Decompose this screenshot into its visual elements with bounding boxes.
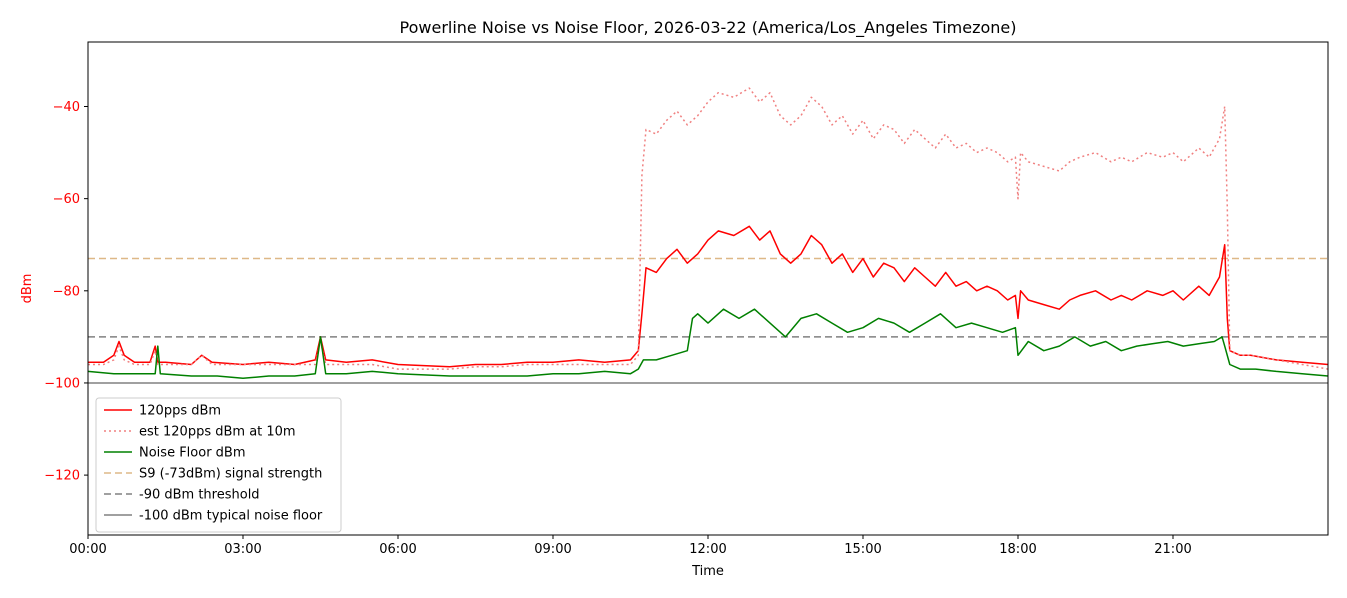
legend: 120pps dBm est 120pps dBm at 10m Noise Flo…	[95, 397, 342, 533]
x-axis: 00:00 03:00 06:00 09:00 12:00 15:00 18:00 21:00	[69, 535, 1192, 557]
x-tick-label: 12:00	[689, 542, 726, 557]
y-axis: −40 −60 −80 −100 −120	[44, 100, 88, 484]
legend-box	[95, 397, 342, 533]
x-tick-label: 15:00	[844, 542, 881, 557]
x-tick-label: 21:00	[1154, 542, 1191, 557]
y-tick-label: −120	[44, 469, 80, 484]
series-pps-line	[88, 225, 1328, 368]
legend-entry-label: -90 dBm threshold	[139, 488, 260, 503]
legend-entry-label: Noise Floor dBm	[139, 446, 246, 461]
legend-entry-label: S9 (-73dBm) signal strength	[139, 467, 322, 482]
x-tick-label: 06:00	[379, 542, 416, 557]
x-tick-label: 09:00	[534, 542, 571, 557]
series-noise-floor-line	[88, 308, 1328, 380]
plot-lines	[88, 87, 1328, 384]
x-tick-label: 18:00	[999, 542, 1036, 557]
y-tick-label: −100	[44, 376, 80, 391]
x-axis-label: Time	[691, 564, 724, 579]
y-tick-label: −60	[53, 192, 80, 207]
series-est-line	[88, 87, 1328, 370]
y-axis-label: dBm	[20, 274, 35, 304]
x-tick-label: 03:00	[224, 542, 261, 557]
y-tick-label: −80	[53, 284, 80, 299]
chart-title: Powerline Noise vs Noise Floor, 2026-03-…	[400, 18, 1017, 38]
legend-entry-label: -100 dBm typical noise floor	[139, 509, 323, 524]
legend-entry-label: 120pps dBm	[139, 404, 221, 419]
y-tick-label: −40	[53, 100, 80, 115]
legend-entry-label: est 120pps dBm at 10m	[139, 425, 296, 440]
x-tick-label: 00:00	[69, 542, 106, 557]
